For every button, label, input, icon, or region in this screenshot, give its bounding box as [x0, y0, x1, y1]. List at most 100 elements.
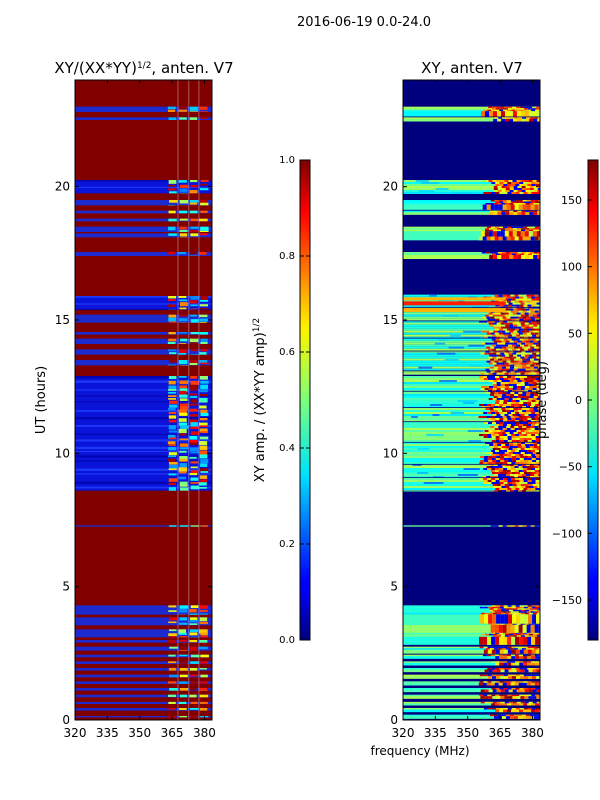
left-active-cell — [200, 296, 209, 301]
left-active-cell — [190, 477, 199, 481]
right-ramp-cell — [527, 468, 532, 470]
right-ramp-cell — [536, 384, 540, 386]
left-active-cell — [189, 708, 199, 710]
right-ramp-cell — [514, 364, 519, 367]
right-ramp-cell — [508, 430, 513, 432]
right-ramp-cell — [479, 434, 484, 436]
right-ramp-cell — [521, 714, 526, 718]
right-ramp-cell — [520, 372, 525, 375]
right-ramp-cell — [515, 688, 520, 691]
right-ramp-cell — [509, 188, 514, 190]
right-ramp-cell — [507, 184, 512, 186]
right-ramp-cell — [503, 450, 508, 452]
right-ramp-cell — [515, 338, 520, 341]
right-ramp-cell — [516, 448, 521, 450]
right-ramp-cell — [490, 376, 495, 378]
right-ramp-cell — [488, 322, 493, 325]
left-active-cell — [167, 341, 176, 344]
right-ramp-cell — [511, 304, 516, 307]
left-active-cell — [199, 668, 207, 670]
left-active-cell — [169, 191, 177, 194]
left-active-cell — [199, 252, 207, 255]
right-band-row — [403, 458, 540, 460]
right-ramp-cell — [524, 334, 529, 337]
right-ramp-cell — [486, 316, 491, 319]
right-ramp-cell — [512, 312, 517, 315]
left-active-cell — [167, 188, 177, 191]
right-band-row — [403, 716, 540, 719]
right-ramp-cell — [504, 111, 509, 117]
right-ramp-cell — [503, 649, 508, 654]
right-ramp-cell — [533, 380, 538, 382]
right-ramp-cell — [488, 452, 493, 454]
right-band-row — [403, 448, 540, 450]
right-ramp-cell — [524, 452, 529, 454]
right-band-streak — [448, 346, 464, 349]
right-ramp-cell — [537, 190, 540, 192]
right-ramp-cell — [524, 348, 529, 351]
right-ramp-cell — [525, 308, 530, 311]
right-ramp-cell — [499, 378, 504, 380]
right-ramp-cell — [531, 468, 536, 470]
right-ramp-cell — [482, 654, 487, 658]
right-band-streak — [444, 358, 459, 361]
right-band-row — [403, 688, 540, 691]
right-ramp-cell — [515, 488, 520, 490]
right-ramp-cell — [498, 364, 503, 367]
right-ramp-cell — [484, 669, 489, 673]
right-ramp-cell — [495, 412, 500, 414]
right-ramp-cell — [509, 368, 514, 371]
right-ramp-cell — [538, 624, 540, 633]
left-colorbar-tick-label: 0.4 — [279, 443, 295, 454]
right-ramp-cell — [504, 388, 509, 390]
right-ramp-cell — [538, 682, 540, 686]
right-ramp-cell — [515, 454, 520, 456]
right-band-row — [403, 488, 540, 490]
right-ramp-cell — [528, 448, 533, 450]
right-ramp-cell — [528, 362, 533, 365]
right-ramp-cell — [518, 428, 523, 430]
right-ramp-cell — [525, 324, 530, 327]
right-ramp-cell — [499, 318, 504, 321]
right-ramp-cell — [498, 346, 503, 349]
right-ramp-cell — [527, 192, 532, 194]
right-ramp-cell — [519, 420, 524, 422]
right-ramp-cell — [529, 486, 534, 488]
right-ramp-cell — [536, 356, 540, 359]
right-ramp-cell — [504, 398, 509, 400]
right-ramp-cell — [524, 312, 529, 315]
right-ramp-cell — [495, 482, 500, 484]
right-ramp-cell — [488, 430, 493, 432]
right-ramp-cell — [496, 314, 501, 317]
right-ramp-cell — [498, 426, 503, 428]
left-active-cell — [189, 106, 198, 111]
left-channel-gap — [198, 80, 200, 720]
right-ramp-cell — [490, 358, 495, 361]
right-band-row — [403, 312, 540, 315]
right-ramp-cell — [529, 188, 534, 190]
left-active-cell — [200, 635, 208, 638]
right-ramp-cell — [522, 416, 527, 418]
right-ramp-cell — [504, 484, 509, 486]
right-ramp-cell — [491, 338, 496, 341]
right-ramp-cell — [488, 388, 493, 390]
right-ramp-cell — [516, 398, 521, 400]
right-ramp-cell — [493, 212, 498, 215]
right-ramp-cell — [527, 480, 532, 482]
right-ramp-cell — [499, 480, 504, 482]
right-ramp-cell — [536, 231, 540, 237]
left-active-cell — [179, 398, 188, 401]
right-ramp-cell — [507, 420, 512, 422]
right-ramp-cell — [491, 676, 496, 679]
right-ramp-cell — [534, 392, 539, 394]
right-ramp-cell — [525, 716, 530, 719]
right-ramp-cell — [525, 190, 530, 192]
right-ramp-cell — [527, 378, 532, 380]
right-ramp-cell — [521, 444, 526, 446]
right-ramp-cell — [535, 338, 540, 341]
right-ramp-cell — [491, 708, 496, 711]
right-ramp-cell — [513, 188, 518, 190]
right-ramp-cell — [496, 334, 501, 337]
right-ramp-cell — [520, 348, 525, 351]
right-ramp-cell — [511, 192, 516, 194]
